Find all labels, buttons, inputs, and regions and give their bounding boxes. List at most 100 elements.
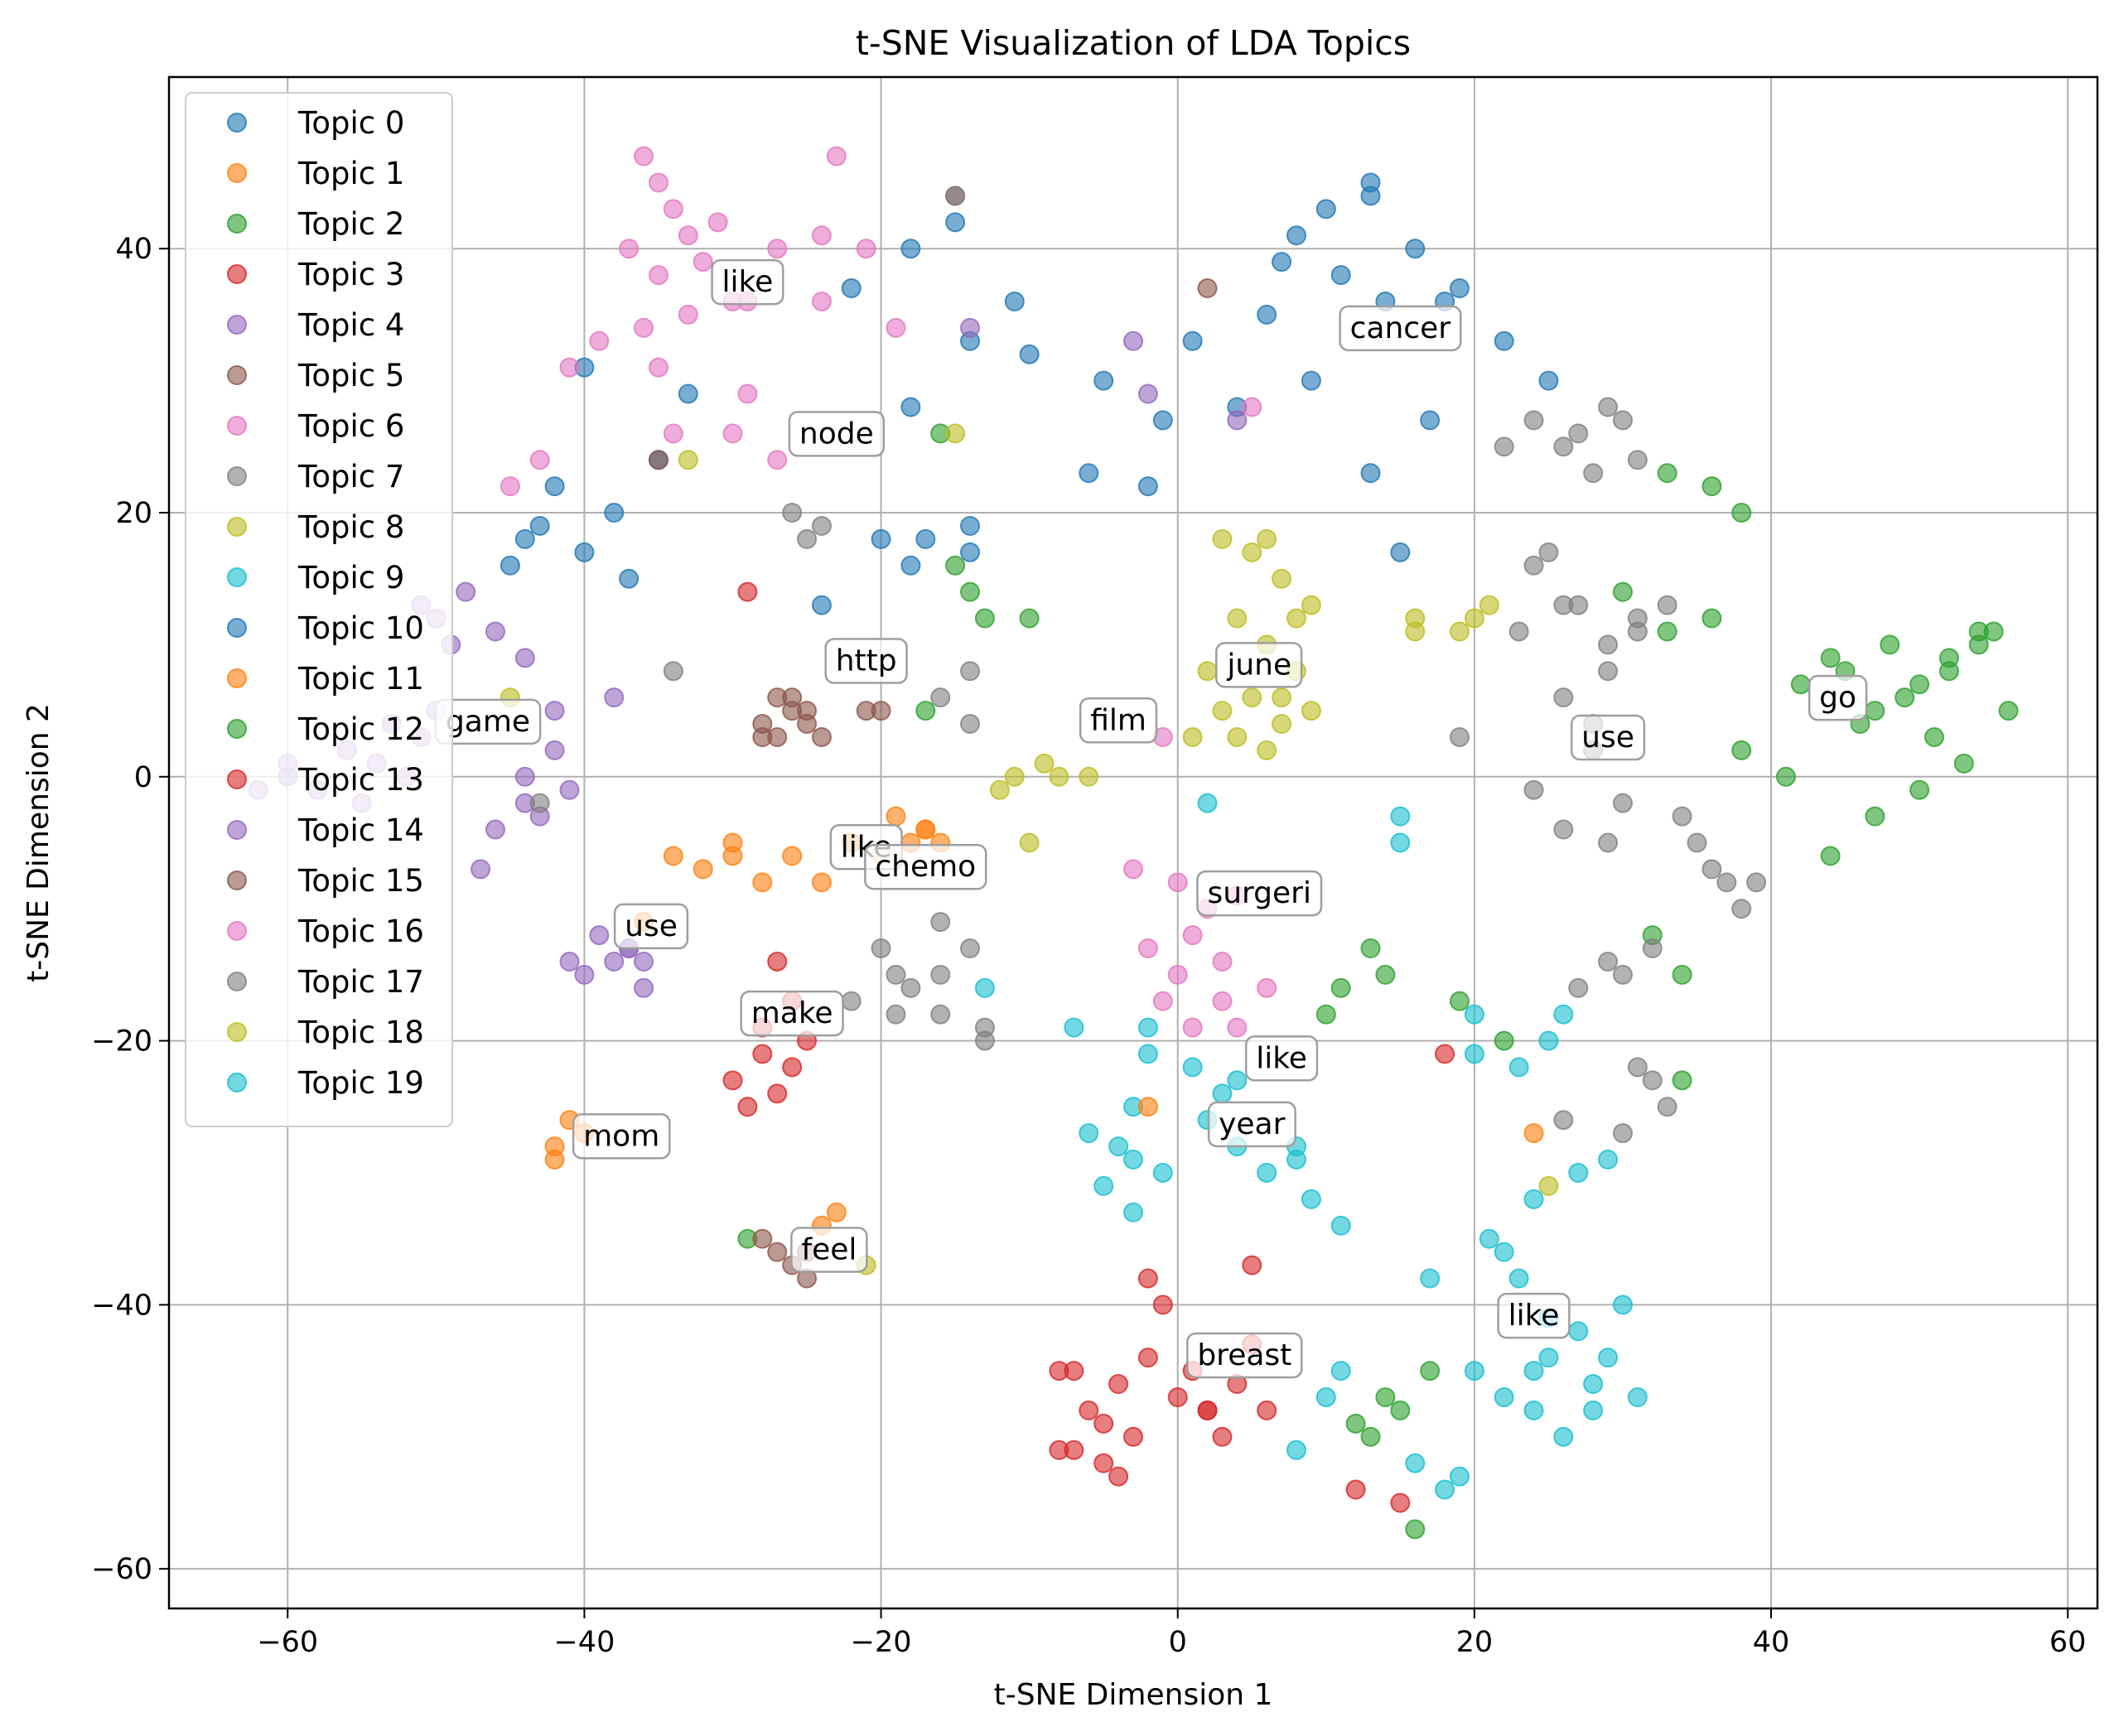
legend-marker: [227, 567, 247, 587]
data-point: [1716, 872, 1737, 893]
data-point: [707, 212, 728, 233]
data-point: [619, 568, 640, 589]
data-point: [1553, 819, 1574, 840]
data-point: [559, 779, 580, 800]
legend-marker: [227, 365, 247, 385]
y-tick-label: 20: [115, 497, 152, 530]
data-point: [1553, 687, 1574, 708]
data-point: [1257, 740, 1277, 760]
annotation: mom: [572, 1113, 671, 1160]
data-point: [1152, 1295, 1173, 1315]
data-point: [1227, 1017, 1248, 1038]
annotation-box: [1196, 870, 1323, 917]
data-point: [1953, 753, 1974, 774]
data-point: [1182, 925, 1203, 946]
data-point: [1746, 872, 1767, 893]
data-point: [1182, 330, 1203, 351]
data-point: [1583, 1400, 1604, 1420]
y-tick-label: −20: [91, 1025, 152, 1058]
data-point: [1612, 581, 1633, 602]
data-point: [678, 304, 698, 325]
data-point: [1880, 634, 1900, 655]
data-point: [648, 357, 669, 378]
annotation-text: film: [1090, 703, 1146, 737]
data-point: [900, 977, 921, 998]
data-point: [1523, 1123, 1544, 1144]
data-point: [514, 528, 535, 549]
data-point: [1731, 503, 1752, 523]
data-point: [782, 687, 803, 708]
data-point: [737, 383, 758, 404]
data-point: [1227, 608, 1248, 629]
data-point: [1672, 806, 1692, 827]
data-point: [1272, 714, 1292, 735]
legend-entry: Topic 11: [227, 661, 424, 697]
annotation-text: feel: [801, 1232, 857, 1266]
data-point: [500, 476, 520, 497]
data-point: [619, 239, 640, 259]
data-point: [1657, 463, 1677, 484]
data-point: [960, 938, 981, 959]
data-point: [544, 740, 565, 760]
x-tick-label: 60: [2049, 1626, 2087, 1659]
legend-marker: [227, 820, 247, 840]
topic-word-annotations: like cancer node http june film go use game like c…: [434, 258, 1868, 1379]
data-point: [871, 701, 891, 721]
data-point: [485, 621, 505, 642]
data-point: [871, 528, 891, 549]
data-point: [915, 701, 936, 721]
annotation-text: make: [751, 996, 833, 1030]
data-point: [886, 964, 906, 985]
legend-label: Topic 15: [297, 863, 424, 899]
data-point: [960, 581, 981, 602]
data-point: [1137, 938, 1158, 959]
legend-entry: Topic 5: [227, 358, 404, 393]
data-point: [1079, 1123, 1099, 1144]
data-point: [1464, 1004, 1484, 1025]
data-point: [1330, 977, 1351, 998]
annotation-text: use: [1581, 721, 1634, 755]
data-point: [485, 819, 505, 840]
y-axis-label: t-SNE Dimension 2: [22, 703, 56, 982]
data-point: [1137, 1017, 1158, 1038]
data-point: [871, 938, 891, 959]
data-point: [1687, 832, 1707, 853]
data-point: [1701, 608, 1722, 629]
data-point: [1938, 661, 1959, 682]
annotation: chemo: [864, 843, 987, 890]
annotation-box: [1215, 642, 1303, 688]
series-topic-2: [737, 423, 2019, 1540]
legend-label: Topic 14: [297, 813, 424, 848]
annotation-text: mom: [583, 1119, 659, 1153]
legend-marker: [227, 972, 247, 991]
x-tick-label: 40: [1753, 1626, 1790, 1659]
series-topic-4: [411, 317, 1248, 998]
data-point: [1464, 608, 1484, 629]
data-point: [752, 1228, 773, 1249]
data-point: [1924, 726, 1945, 747]
data-point: [797, 528, 818, 549]
data-point: [1108, 1466, 1129, 1487]
data-point: [648, 450, 669, 470]
data-point: [974, 608, 995, 629]
data-point: [1657, 621, 1677, 642]
data-point: [1508, 621, 1529, 642]
x-tick-label: −60: [257, 1626, 318, 1659]
data-point: [1137, 1097, 1158, 1117]
data-point: [1657, 1097, 1677, 1117]
data-point: [663, 423, 683, 444]
data-point: [1508, 1268, 1529, 1289]
data-point: [1257, 977, 1277, 998]
data-point: [1449, 991, 1470, 1011]
data-point: [1257, 528, 1277, 549]
annotation-text: use: [625, 909, 678, 943]
legend-label: Topic 19: [297, 1065, 424, 1101]
legend-label: Topic 3: [297, 257, 404, 292]
data-point: [529, 450, 550, 470]
data-point: [974, 977, 995, 998]
legend-entry: Topic 2: [227, 206, 404, 242]
data-point: [1598, 1348, 1619, 1368]
legend-label: Topic 2: [297, 206, 404, 242]
data-point: [1315, 199, 1336, 219]
legend: Topic 0 Topic 1 Topic 2 Topic 3 Topic 4 Topic…: [185, 92, 453, 1127]
